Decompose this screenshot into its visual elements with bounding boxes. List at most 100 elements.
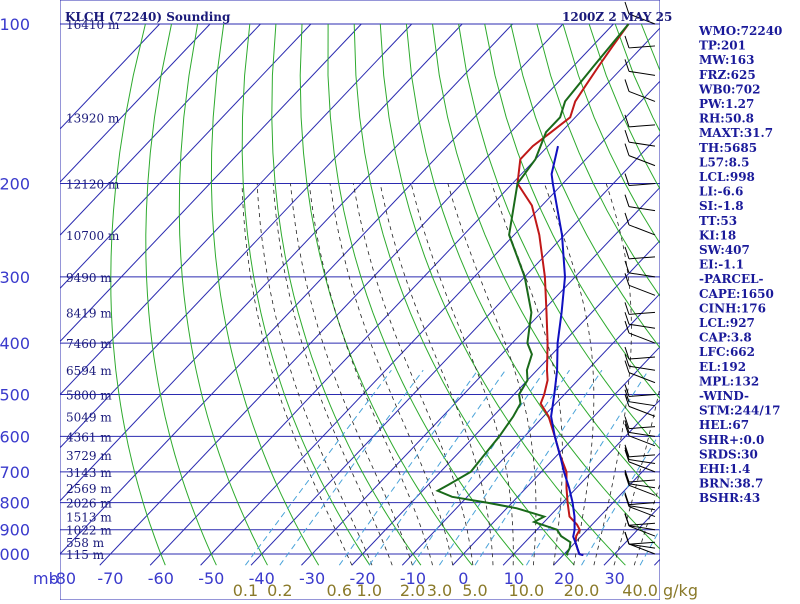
wind-barb-staff: [629, 207, 655, 211]
index-item: TT:53: [699, 214, 737, 228]
moist-adiabat: [330, 184, 453, 566]
chart-datetime: 1200Z 2 MAY 25: [562, 10, 672, 24]
mixing-ratio-unit: g/kg: [663, 581, 698, 600]
wind-barb-staff: [629, 455, 655, 457]
wind-barb-staff: [629, 125, 655, 127]
wind-barb-staff: [629, 285, 655, 295]
pressure-axis-labels: 1002003004005006007008009001000: [0, 15, 30, 564]
moist-adiabat: [291, 184, 413, 566]
wind-barb-flag: [625, 261, 629, 273]
mixing-ratio-label: 0.6: [327, 581, 352, 600]
index-item: EI:-1.1: [699, 258, 744, 272]
chart-title: KLCH (72240) Sounding: [65, 10, 231, 24]
height-label: 13920 m: [66, 111, 120, 125]
wind-barb-staff: [629, 257, 655, 259]
height-label: 7460 m: [66, 337, 112, 351]
index-item: LI:-6.6: [699, 185, 743, 199]
index-item: PW:1.27: [699, 97, 754, 111]
wind-barb-flag: [625, 79, 629, 91]
wind-barb-flag: [625, 144, 629, 156]
mixing-ratio-label: 10.0: [509, 581, 545, 600]
index-item: SRDS:30: [699, 447, 758, 461]
isotherm-line: [150, 24, 664, 565]
wind-barb-staff: [629, 333, 655, 343]
dry-adiabat: [111, 24, 166, 565]
height-label: 4361 m: [66, 430, 112, 444]
mixing-ratio-label: 0.2: [267, 581, 292, 600]
moist-adiabat: [448, 184, 536, 566]
index-item: CAPE:1650: [699, 287, 774, 301]
wind-barb-flag: [625, 195, 629, 207]
index-item: EHI:1.4: [699, 462, 750, 476]
index-item: MW:163: [699, 53, 754, 67]
height-label: 2569 m: [66, 482, 112, 496]
wind-barb-staff: [629, 406, 655, 416]
height-label: 6594 m: [66, 364, 112, 378]
height-label: 3729 m: [66, 449, 112, 463]
index-item: -WIND-: [699, 389, 749, 403]
moist-adiabat: [594, 184, 632, 566]
mixing-ratio-label: 40.0: [622, 581, 658, 600]
height-label: 12120 m: [66, 178, 120, 192]
mixing-ratio-label: 20.0: [564, 581, 600, 600]
indices-panel: WMO:72240TP:201MW:163FRZ:625WB0:702PW:1.…: [698, 24, 782, 505]
wind-barb-flag: [625, 36, 629, 48]
wind-barb-staff: [629, 366, 655, 370]
index-item: EL:192: [699, 360, 746, 374]
index-item: L57:8.5: [699, 155, 749, 169]
height-label: 2026 m: [66, 497, 112, 511]
index-item: SHR+:0.0: [699, 433, 764, 447]
mixing-ratio-line: [369, 370, 505, 565]
index-item: STM:244/17: [699, 404, 780, 418]
isotherm-line: [0, 24, 260, 565]
wind-barb-staff: [629, 373, 655, 383]
index-item: LCL:927: [699, 316, 755, 330]
mixing-ratio-label: 0.1: [233, 581, 258, 600]
height-label: 5800 m: [66, 388, 112, 402]
pressure-tick-label: 800: [0, 494, 30, 513]
pressure-tick-label: 1000: [0, 545, 30, 564]
wind-barb-staff: [629, 432, 655, 436]
moist-adiabat: [257, 184, 372, 566]
pressure-tick-label: 300: [0, 268, 30, 287]
mixing-ratio-label: 1.0: [357, 581, 382, 600]
height-label: 1513 m: [66, 511, 112, 525]
wind-barb-staff: [629, 357, 655, 359]
profile-lines: [438, 24, 629, 555]
index-item: TP:201: [699, 39, 746, 53]
pressure-tick-label: 500: [0, 385, 30, 404]
index-item: RH:50.8: [699, 112, 754, 126]
moist-adiabat: [309, 184, 432, 566]
mixing-ratio-label: 3.0: [427, 581, 452, 600]
index-item: CINH:176: [699, 301, 766, 315]
temperature-tick-label: -30: [299, 569, 325, 588]
pressure-tick-label: 400: [0, 334, 30, 353]
index-item: LCL:998: [699, 170, 755, 184]
wind-barb-flag: [625, 130, 629, 142]
pressure-tick-label: 200: [0, 175, 30, 194]
wind-barb-staff: [629, 156, 655, 166]
index-item: -PARCEL-: [699, 272, 764, 286]
temperature-tick-label: -50: [198, 569, 224, 588]
height-label: 8419 m: [66, 306, 112, 320]
wind-barb-staff: [629, 324, 655, 328]
dry-adiabat: [179, 24, 267, 565]
pressure-tick-label: 600: [0, 427, 30, 446]
wind-barb-staff: [629, 436, 655, 446]
index-item: SI:-1.8: [699, 199, 744, 213]
isotherm-line: [100, 24, 614, 565]
mixing-ratio-lines: [245, 370, 751, 565]
index-item: FRZ:625: [699, 68, 756, 82]
index-item: KI:18: [699, 228, 736, 242]
moist-adiabat: [380, 184, 493, 566]
height-label: 10700 m: [66, 229, 120, 243]
wind-barb-staff: [629, 542, 655, 544]
mixing-ratio-line: [413, 370, 545, 565]
isotherm-line: [0, 24, 361, 565]
wind-barb-flag: [625, 472, 629, 484]
